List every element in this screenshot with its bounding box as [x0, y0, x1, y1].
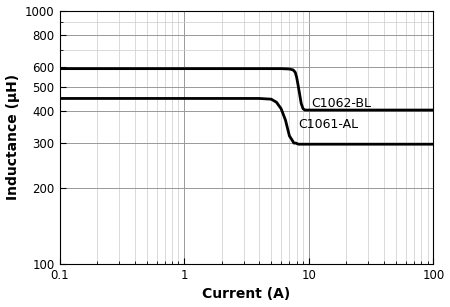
Text: C1061-AL: C1061-AL — [298, 118, 358, 131]
Y-axis label: Inductance (μH): Inductance (μH) — [5, 74, 19, 200]
Text: C1062-BL: C1062-BL — [311, 97, 371, 110]
X-axis label: Current (A): Current (A) — [202, 287, 291, 301]
